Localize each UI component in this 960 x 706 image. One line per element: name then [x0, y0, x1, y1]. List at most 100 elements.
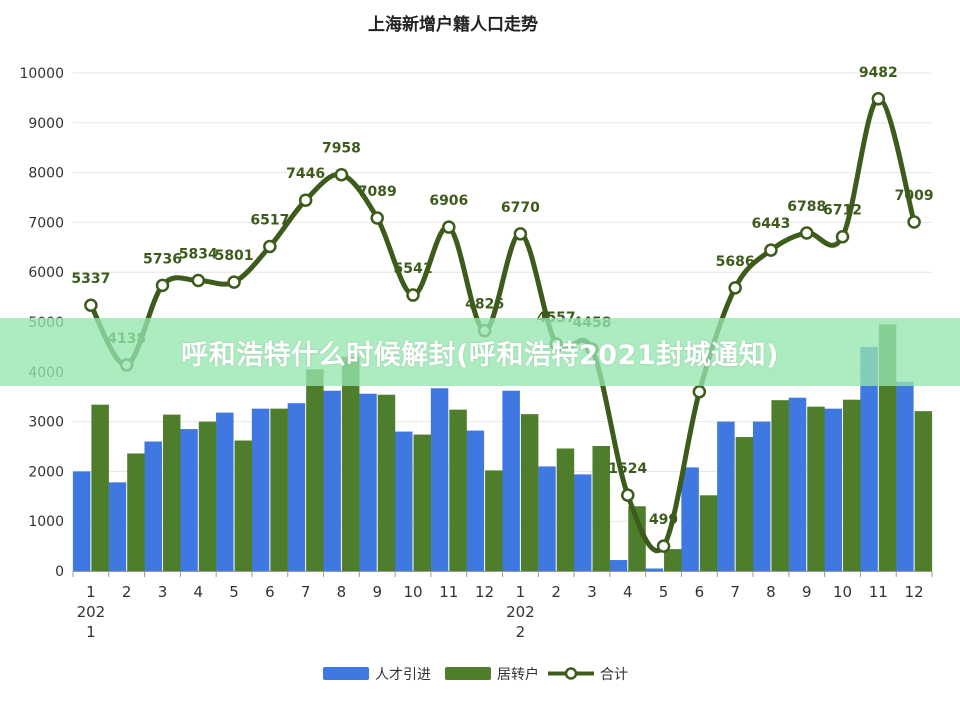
data-label: 7958: [322, 141, 361, 157]
x-tick-label: 2: [122, 583, 132, 601]
bar-talent: [430, 388, 449, 571]
x-tick-label: 7: [301, 583, 311, 601]
x-tick-label: 9: [372, 583, 382, 601]
bar-talent: [287, 403, 306, 571]
bar-talent: [860, 346, 878, 571]
year-label: 1: [86, 623, 96, 641]
bar-talent: [466, 430, 485, 571]
y-tick-label: 10000: [19, 66, 64, 82]
bar-hukou: [162, 414, 181, 571]
data-label: 6517: [250, 212, 289, 228]
bar-talent: [573, 474, 592, 571]
x-tick-label: 4: [623, 583, 633, 601]
data-label: 499: [649, 512, 678, 528]
data-label: 7009: [895, 188, 934, 204]
x-tick-label: 3: [587, 583, 597, 601]
x-tick-label: 4: [193, 583, 203, 601]
bar-hukou: [843, 399, 861, 571]
bar-hukou: [914, 411, 933, 571]
x-tick-label: 12: [475, 583, 494, 601]
y-tick-label: 7000: [28, 215, 64, 231]
bar-talent: [144, 441, 162, 571]
bar-hukou: [198, 421, 217, 571]
legend-item[interactable]: 人才引进: [323, 667, 431, 683]
legend-marker: [564, 667, 578, 680]
x-tick-label: 12: [905, 583, 924, 601]
bar-hukou: [592, 446, 610, 571]
total-point: [191, 273, 206, 288]
bar-hukou: [485, 470, 503, 571]
bars: [72, 324, 933, 571]
bar-talent: [645, 568, 664, 571]
year-label: 202: [506, 603, 535, 621]
bar-hukou: [628, 506, 646, 571]
data-label: 6443: [751, 216, 790, 232]
total-point: [621, 488, 635, 502]
total-point: [692, 384, 707, 399]
bar-talent: [251, 408, 270, 571]
watermark-banner: 呼和浩特什么时候解封(呼和浩特2021封城通知): [0, 318, 960, 386]
bar-hukou: [341, 356, 360, 571]
total-point: [334, 167, 349, 182]
total-point: [835, 229, 850, 244]
legend-label: 居转户: [497, 666, 539, 683]
legend-label: 合计: [600, 667, 628, 683]
legend-item[interactable]: 合计: [548, 667, 628, 683]
total-point: [84, 298, 98, 312]
total-point: [442, 220, 456, 234]
bar-hukou: [270, 408, 288, 571]
y-tick-label: 9000: [28, 116, 64, 132]
bar-talent: [538, 466, 556, 571]
data-label: 5541: [394, 261, 433, 277]
y-tick-label: 0: [55, 564, 64, 580]
total-point: [406, 288, 420, 302]
legend-swatch: [445, 667, 491, 680]
bar-talent: [359, 393, 377, 571]
bar-hukou: [449, 409, 467, 571]
x-tick-label: 2: [551, 583, 561, 601]
data-label: 5337: [71, 271, 110, 287]
data-label: 6770: [501, 200, 540, 216]
x-tick-label: 5: [229, 583, 239, 601]
x-tick-label: 11: [869, 583, 888, 601]
total-point: [370, 211, 384, 225]
bar-hukou: [807, 406, 825, 571]
total-point: [155, 278, 170, 293]
bar-hukou: [520, 414, 539, 571]
data-label: 7089: [358, 184, 397, 200]
x-tick-label: 6: [695, 583, 705, 601]
data-label: 6712: [823, 203, 862, 219]
bar-hukou: [664, 549, 682, 571]
bar-talent: [395, 431, 413, 571]
legend-item[interactable]: 居转户: [445, 666, 539, 683]
bar-hukou: [234, 440, 253, 571]
total-point: [728, 281, 742, 295]
x-tick-label: 5: [659, 583, 669, 601]
legend-label: 人才引进: [375, 667, 431, 683]
data-label: 5736: [143, 251, 182, 267]
bar-hukou: [735, 437, 754, 571]
bar-talent: [681, 467, 699, 571]
total-point: [513, 227, 528, 241]
data-label: 5686: [716, 254, 755, 270]
x-tick-label: 8: [337, 583, 347, 601]
bar-talent: [752, 421, 771, 571]
bar-hukou: [306, 369, 324, 571]
total-point: [298, 193, 313, 207]
y-tick-label: 8000: [28, 166, 64, 182]
bar-talent: [108, 482, 127, 571]
data-label: 7446: [286, 166, 325, 182]
x-tick-label: 6: [265, 583, 275, 601]
total-point: [871, 92, 886, 106]
bar-hukou: [91, 404, 109, 571]
legend-swatch: [323, 667, 369, 680]
x-tick-label: 3: [158, 583, 168, 601]
data-label: 5834: [179, 246, 218, 262]
total-point: [907, 215, 921, 229]
x-tick-label: 11: [439, 583, 458, 601]
total-point: [656, 539, 671, 553]
legend[interactable]: 人才引进 居转户 合计: [323, 666, 628, 683]
data-label: 4826: [465, 297, 504, 313]
